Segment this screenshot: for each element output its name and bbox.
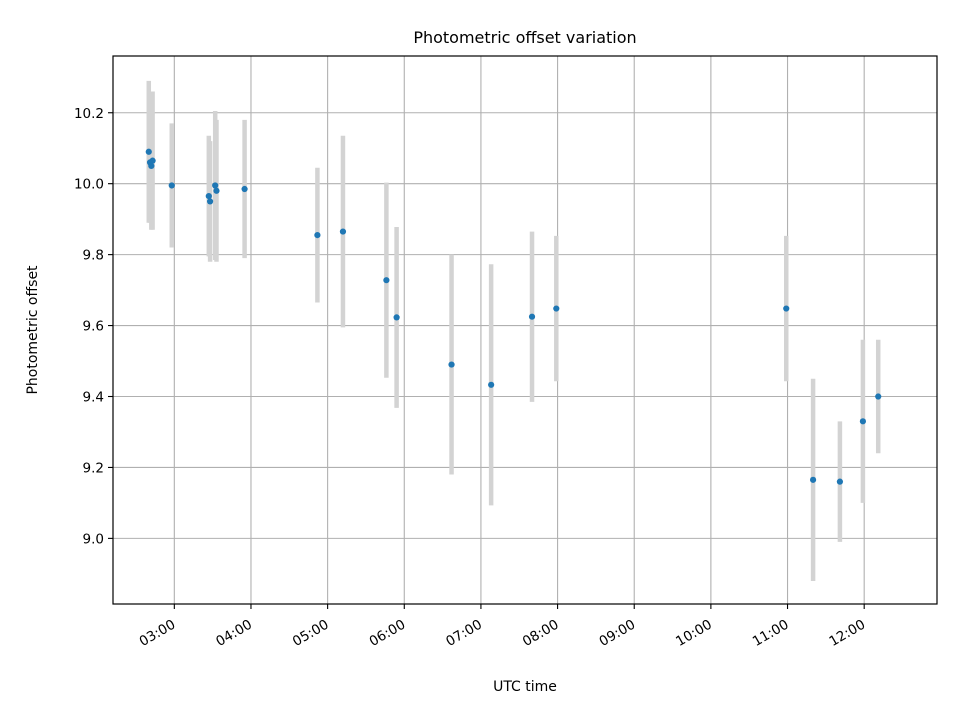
y-tick-label: 9.0	[83, 531, 104, 547]
data-point	[859, 418, 867, 425]
y-tick-label: 10.2	[74, 106, 104, 122]
data-point	[875, 393, 882, 400]
data-point	[383, 277, 390, 284]
x-axis-label: UTC time	[493, 679, 557, 695]
y-tick-label: 9.4	[83, 390, 104, 406]
data-point	[241, 185, 248, 193]
data-point	[393, 314, 400, 321]
y-tick-label: 9.6	[83, 319, 104, 335]
data-point	[809, 476, 817, 483]
data-point	[213, 187, 220, 194]
data-point	[528, 313, 536, 320]
data-point	[488, 381, 495, 388]
y-tick-label: 10.0	[74, 177, 104, 193]
data-point	[206, 198, 214, 205]
data-point	[783, 305, 790, 312]
data-point	[149, 157, 156, 164]
data-point	[339, 228, 347, 235]
data-point	[148, 162, 155, 170]
data-points	[145, 148, 882, 485]
y-tick-label: 9.8	[83, 248, 104, 264]
data-point	[145, 148, 152, 155]
data-point	[168, 182, 175, 189]
chart-title: Photometric offset variation	[413, 28, 636, 47]
y-axis-label: Photometric offset	[25, 265, 41, 395]
data-point	[212, 182, 219, 189]
data-point	[448, 361, 455, 368]
data-point	[314, 232, 321, 239]
y-axis-ticks: 9.0 9.2 9.4 9.6 9.8 10.0 10.2	[74, 106, 113, 547]
plot-frame	[112, 55, 938, 605]
data-point	[205, 193, 212, 200]
data-point	[553, 305, 560, 312]
y-tick-label: 9.2	[83, 460, 104, 476]
data-point	[836, 478, 844, 485]
